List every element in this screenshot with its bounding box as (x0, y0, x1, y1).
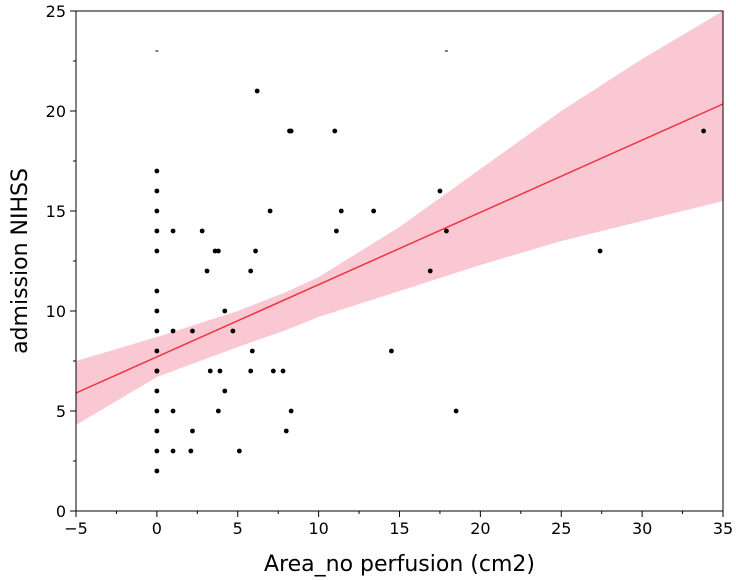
data-point (280, 368, 286, 374)
data-point (334, 228, 339, 234)
data-point (154, 288, 160, 294)
y-tick-label: 20 (46, 102, 66, 121)
y-axis-title: admission NIHSS (8, 168, 33, 354)
data-point (371, 208, 377, 214)
data-point (248, 268, 254, 274)
data-point (254, 88, 260, 94)
data-points-layer (154, 50, 706, 474)
x-axis-title: Area_no perfusion (cm2) (264, 552, 535, 577)
x-tick-label: 0 (152, 519, 162, 538)
x-tick-label: −5 (64, 519, 88, 538)
data-point (154, 388, 160, 394)
data-point (437, 188, 443, 194)
confidence-band (76, 11, 723, 425)
data-point (154, 188, 160, 194)
data-point (154, 448, 160, 454)
data-point (453, 408, 459, 414)
x-tick-label: 25 (551, 519, 571, 538)
data-point (215, 408, 221, 414)
y-tick-label: 25 (46, 2, 66, 21)
confidence-band-layer (76, 11, 723, 425)
data-point (207, 368, 213, 374)
data-point (154, 428, 160, 434)
x-tick-label: 15 (389, 519, 409, 538)
data-point (270, 368, 276, 374)
y-tick-label: 5 (56, 402, 66, 421)
data-point (332, 128, 338, 134)
y-tick-label: 10 (46, 302, 66, 321)
data-point (204, 268, 210, 274)
x-tick-label: 35 (713, 519, 733, 538)
data-point (170, 408, 176, 414)
data-point (154, 248, 160, 254)
data-point (236, 448, 242, 454)
data-point (215, 248, 221, 254)
data-point (701, 128, 706, 134)
data-point (154, 308, 160, 314)
data-point (283, 428, 289, 434)
data-point (154, 468, 160, 474)
data-point (170, 448, 176, 454)
data-point (389, 348, 394, 354)
data-point (253, 248, 258, 254)
data-point (338, 208, 344, 214)
data-point (288, 408, 294, 414)
data-point (267, 208, 273, 214)
data-point (154, 168, 160, 174)
x-tick-label: 30 (632, 519, 652, 538)
data-point (199, 228, 205, 234)
data-point (154, 368, 160, 374)
data-point (248, 368, 254, 374)
data-point (444, 228, 449, 234)
data-point (249, 348, 255, 354)
data-point (190, 428, 195, 434)
x-tick-label: 10 (308, 519, 328, 538)
data-point (217, 368, 223, 374)
data-point (288, 128, 294, 134)
data-point (170, 228, 176, 234)
data-point (222, 308, 228, 314)
y-tick-label: 15 (46, 202, 66, 221)
data-point (154, 408, 160, 414)
data-point (190, 328, 195, 334)
x-tick-label: 20 (470, 519, 490, 538)
fit-line-layer (75, 103, 724, 394)
data-point (170, 328, 176, 334)
y-tick-label: 0 (56, 502, 66, 521)
data-point (222, 388, 228, 394)
data-point (230, 328, 236, 334)
data-point (154, 328, 160, 334)
x-tick-label: 5 (233, 519, 243, 538)
data-point (154, 228, 160, 234)
data-point (154, 348, 160, 354)
regression-line (75, 103, 724, 394)
data-point (154, 208, 160, 214)
data-point (188, 448, 194, 454)
data-point (427, 268, 433, 274)
data-point (597, 248, 603, 254)
